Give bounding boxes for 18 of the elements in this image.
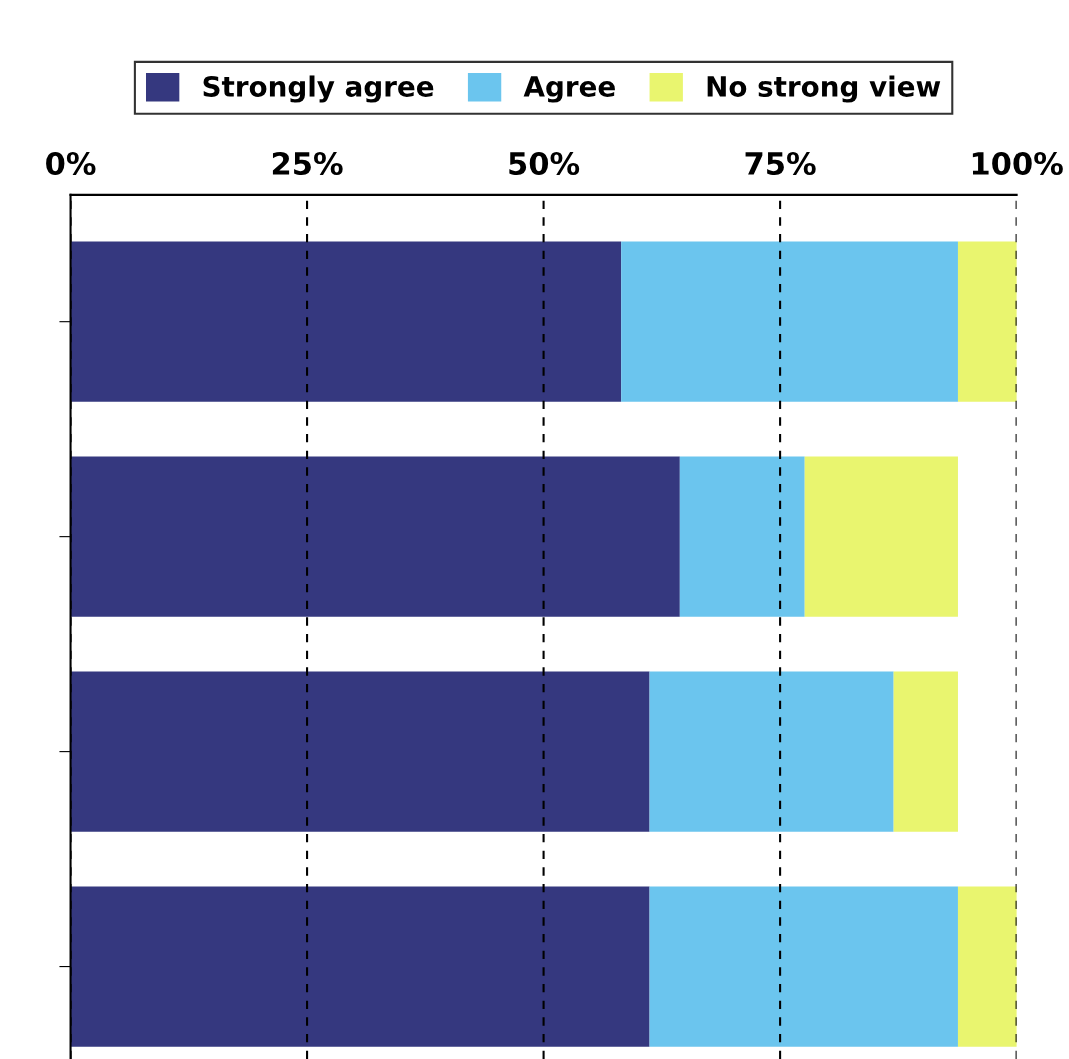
legend-label: Agree [523, 76, 615, 103]
bar [679, 456, 805, 617]
bar [70, 886, 650, 1047]
bar [621, 241, 958, 402]
bar [649, 886, 958, 1047]
x-tick-label: 50% [509, 151, 580, 176]
x-tick-label: 25% [272, 151, 343, 176]
bar [804, 456, 958, 617]
x-tick-label: 75% [745, 151, 816, 176]
bar [70, 456, 680, 617]
bar [70, 671, 650, 832]
x-tick-label: 0% [46, 151, 96, 176]
legend-label: Strongly agree [203, 75, 434, 103]
bar [893, 671, 958, 832]
x-tick-label: 100% [972, 151, 1063, 176]
bar [649, 671, 894, 832]
legend-label: No strong view [707, 75, 941, 103]
bar [70, 241, 622, 402]
